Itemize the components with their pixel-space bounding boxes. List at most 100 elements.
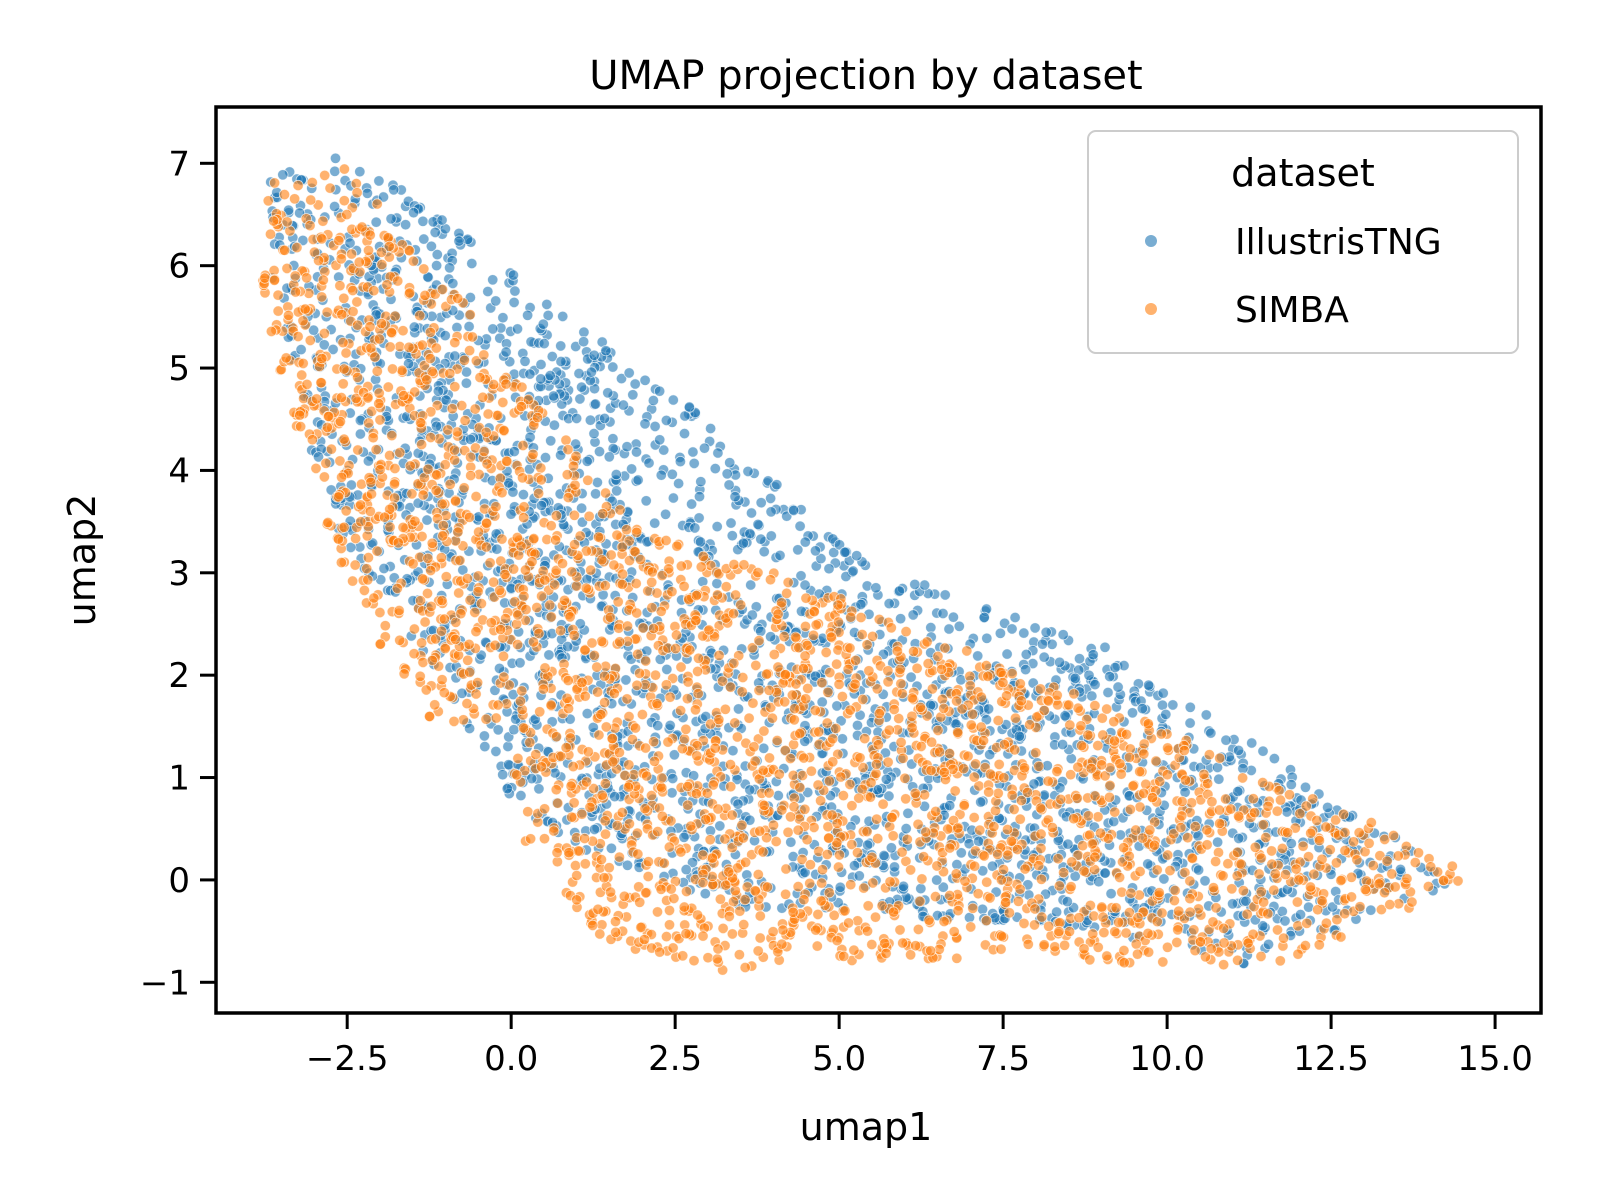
scatter-point-simba — [490, 712, 502, 724]
scatter-point-simba — [618, 890, 631, 902]
scatter-point-simba — [481, 458, 493, 470]
scatter-point-simba — [415, 637, 428, 649]
scatter-point-simba — [599, 828, 612, 840]
scatter-point-simba — [1108, 716, 1120, 728]
scatter-point-illustristng — [581, 707, 593, 720]
scatter-point-illustristng — [765, 530, 777, 542]
scatter-point-illustristng — [1013, 730, 1025, 742]
scatter-point-simba — [623, 759, 635, 771]
scatter-point-simba — [1066, 856, 1078, 868]
scatter-point-simba — [737, 832, 749, 844]
scatter-point-illustristng — [894, 613, 907, 625]
scatter-point-simba — [1255, 950, 1267, 963]
scatter-point-illustristng — [729, 491, 741, 503]
scatter-point-simba — [580, 776, 593, 788]
scatter-point-simba — [442, 424, 454, 436]
scatter-point-simba — [1258, 896, 1270, 908]
scatter-point-simba — [1029, 903, 1041, 915]
scatter-point-simba — [341, 209, 353, 221]
scatter-point-illustristng — [963, 911, 976, 924]
scatter-point-simba — [1178, 744, 1190, 757]
scatter-point-simba — [1282, 827, 1294, 839]
scatter-point-illustristng — [570, 412, 583, 424]
scatter-point-illustristng — [362, 455, 374, 467]
scatter-point-illustristng — [399, 219, 412, 231]
scatter-point-simba — [1034, 683, 1047, 695]
scatter-point-simba — [465, 469, 477, 482]
scatter-point-illustristng — [505, 508, 517, 520]
scatter-point-simba — [347, 305, 359, 318]
scatter-point-illustristng — [699, 888, 711, 900]
scatter-point-illustristng — [507, 269, 520, 281]
scatter-point-simba — [735, 599, 747, 611]
scatter-point-simba — [654, 946, 666, 958]
scatter-point-simba — [315, 377, 327, 389]
scatter-point-simba — [640, 887, 652, 899]
scatter-point-simba — [1082, 729, 1094, 741]
scatter-point-simba — [832, 861, 845, 873]
scatter-point-illustristng — [755, 533, 767, 545]
scatter-point-simba — [648, 755, 661, 767]
scatter-point-simba — [598, 872, 610, 884]
scatter-point-simba — [968, 811, 980, 824]
scatter-point-simba — [414, 595, 427, 607]
scatter-point-illustristng — [764, 631, 777, 643]
scatter-point-simba — [1000, 690, 1013, 702]
scatter-point-illustristng — [1087, 649, 1099, 661]
scatter-point-simba — [1038, 939, 1050, 951]
scatter-point-illustristng — [1069, 672, 1081, 684]
scatter-point-simba — [1114, 871, 1126, 884]
scatter-point-simba — [709, 742, 721, 754]
scatter-point-simba — [571, 869, 583, 882]
scatter-point-simba — [345, 248, 358, 260]
scatter-point-illustristng — [831, 700, 843, 712]
scatter-point-simba — [897, 752, 909, 764]
scatter-point-simba — [646, 602, 658, 614]
scatter-point-simba — [974, 824, 986, 836]
scatter-point-illustristng — [639, 374, 651, 386]
scatter-point-simba — [1089, 790, 1101, 802]
scatter-point-simba — [842, 663, 854, 675]
scatter-point-illustristng — [772, 789, 784, 802]
scatter-point-illustristng — [785, 836, 797, 848]
scatter-point-simba — [492, 409, 504, 421]
scatter-point-simba — [403, 341, 415, 353]
scatter-point-simba — [612, 596, 624, 608]
scatter-point-simba — [1304, 881, 1317, 893]
scatter-point-simba — [1092, 941, 1104, 953]
scatter-point-illustristng — [883, 597, 895, 610]
scatter-point-simba — [1108, 735, 1121, 747]
scatter-point-simba — [1087, 928, 1099, 940]
scatter-point-simba — [448, 444, 461, 456]
scatter-point-simba — [647, 622, 660, 635]
scatter-point-simba — [548, 579, 561, 591]
scatter-point-illustristng — [417, 215, 429, 227]
scatter-point-simba — [1316, 853, 1328, 865]
scatter-point-simba — [975, 691, 987, 703]
scatter-point-illustristng — [515, 789, 527, 802]
scatter-point-simba — [306, 176, 318, 189]
scatter-point-simba — [655, 605, 667, 617]
scatter-points — [257, 152, 1464, 976]
scatter-point-simba — [792, 824, 804, 836]
scatter-point-illustristng — [478, 730, 490, 742]
scatter-point-simba — [470, 688, 482, 700]
scatter-point-simba — [436, 283, 449, 295]
scatter-point-illustristng — [460, 377, 472, 389]
scatter-point-simba — [272, 305, 284, 317]
scatter-point-simba — [1198, 768, 1210, 781]
scatter-point-simba — [899, 772, 911, 784]
scatter-point-simba — [621, 620, 634, 632]
scatter-point-simba — [446, 403, 458, 415]
scatter-point-simba — [882, 665, 894, 677]
scatter-point-simba — [670, 629, 683, 641]
scatter-point-simba — [554, 625, 567, 637]
scatter-point-simba — [599, 487, 612, 499]
scatter-point-illustristng — [621, 859, 634, 871]
scatter-point-simba — [1125, 887, 1137, 899]
scatter-point-simba — [549, 534, 562, 546]
scatter-point-simba — [912, 818, 924, 830]
scatter-point-simba — [691, 750, 703, 762]
scatter-point-illustristng — [1268, 752, 1281, 765]
